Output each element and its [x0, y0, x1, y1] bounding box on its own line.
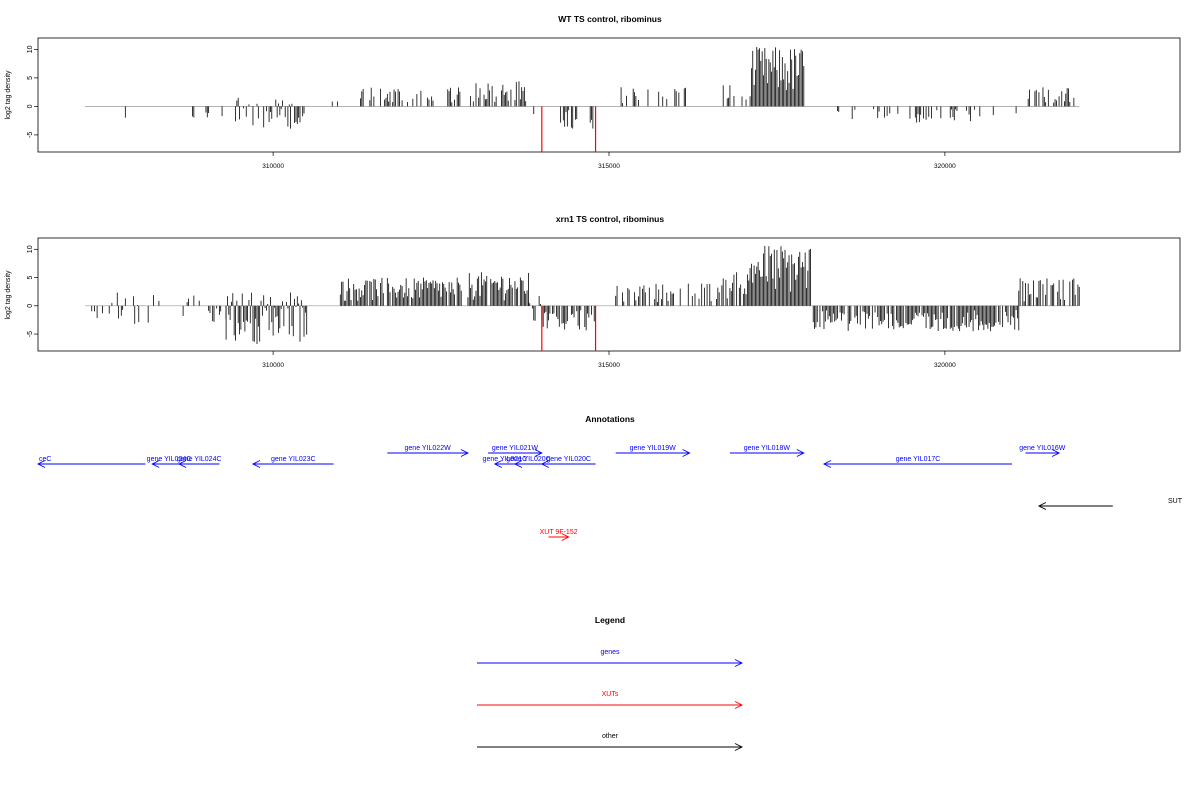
x-tick-label: 320000 [934, 163, 956, 170]
wt-density-panel: WT TS control, ribominus log2 tag densit… [5, 14, 1181, 170]
xrn1-density-panel: xrn1 TS control, ribominus log2 tag dens… [5, 214, 1181, 369]
arrow-head [493, 460, 503, 468]
annotation-feature: gene YIL020C [540, 456, 596, 468]
legend-label: XUTs [602, 691, 619, 698]
arrow-head [460, 449, 469, 457]
y-tick-label: -5 [27, 132, 34, 138]
arrow-head [540, 460, 550, 468]
panel-title: WT TS control, ribominus [558, 14, 662, 24]
feature-label: gene YIL016W [1019, 445, 1066, 452]
arrow-head [513, 460, 523, 468]
annotation-feature: gene YIL017C [822, 456, 1013, 468]
legend-item: genes [477, 649, 744, 667]
annotation-feature: SUT [1037, 498, 1183, 510]
feature-label: gene YIL020C [506, 456, 551, 463]
legend-label: other [602, 733, 619, 740]
legend-item: other [477, 733, 744, 751]
annotation-feature: gene YIL020C [506, 456, 551, 468]
density-bars [91, 245, 1080, 344]
x-tick-label: 315000 [598, 163, 620, 170]
legend-item: XUTs [477, 691, 744, 709]
x-tick-label: 320000 [934, 362, 956, 369]
y-tick-label: 10 [27, 45, 34, 53]
plot-frame [37, 37, 1181, 153]
annotation-feature: XUT 9F-152 [540, 529, 578, 541]
arrow-head [1051, 449, 1061, 457]
density-bars [124, 46, 1075, 129]
feature-label: gene YIL020C [546, 456, 591, 463]
arrow-head [1037, 502, 1047, 510]
feature-label: gene YIL024C [147, 456, 192, 463]
annotation-feature: gene YIL021C [483, 456, 528, 468]
annotation-feature: ceC [36, 456, 146, 468]
arrow-head [734, 743, 744, 751]
x-tick-label: 310000 [262, 163, 284, 170]
legend: Legend genes XUTs other [477, 615, 744, 751]
y-tick-label: -5 [27, 331, 34, 337]
arrow-head [178, 460, 187, 468]
arrow-head [822, 460, 832, 468]
annotation-feature: gene YIL016W [1019, 445, 1066, 457]
feature-label: gene YIL021C [483, 456, 528, 463]
feature-label: gene YIL018W [744, 445, 791, 452]
annotation-feature: gene YIL018W [729, 445, 805, 457]
annotations-title: Annotations [585, 414, 635, 424]
x-tick-label: 310000 [262, 362, 284, 369]
panel-title: xrn1 TS control, ribominus [556, 214, 664, 224]
y-axis-label: log2 tag density [5, 270, 12, 320]
y-tick-label: 10 [27, 245, 34, 253]
plot-frame [37, 237, 1181, 352]
arrow-head [796, 449, 805, 457]
y-tick-label: 5 [27, 76, 34, 80]
arrow-head [534, 449, 543, 457]
feature-label: gene YIL019W [630, 445, 677, 452]
feature-label: gene YIL023C [271, 456, 316, 463]
y-tick-label: 0 [27, 104, 34, 108]
legend-title: Legend [595, 615, 625, 625]
feature-label: SUT [1168, 498, 1183, 505]
arrow-head [734, 659, 744, 667]
feature-label: gene YIL017C [896, 456, 941, 463]
arrow-head [561, 533, 570, 541]
annotation-feature: gene YIL022W [387, 445, 469, 457]
legend-label: genes [600, 649, 620, 656]
arrow-head [251, 460, 261, 468]
arrow-head [682, 449, 691, 457]
annotation-feature: gene YIL023C [251, 456, 334, 468]
x-tick-label: 315000 [598, 362, 620, 369]
y-axis-label: log2 tag density [5, 70, 12, 120]
annotation-feature: gene YIL021W [488, 445, 543, 457]
arrow-head [36, 460, 46, 468]
feature-label: gene YIL021W [492, 445, 539, 452]
feature-label: gene YIL024C [177, 456, 222, 463]
y-tick-label: 5 [27, 276, 34, 280]
feature-label: gene YIL022W [405, 445, 452, 452]
arrow-head [151, 460, 160, 468]
y-tick-label: 0 [27, 304, 34, 308]
annotation-feature: gene YIL019W [615, 445, 691, 457]
arrow-head [734, 701, 744, 709]
feature-label: XUT 9F-152 [540, 529, 578, 536]
feature-label: ceC [39, 456, 51, 463]
annotation-feature: gene YIL024C [177, 456, 222, 468]
